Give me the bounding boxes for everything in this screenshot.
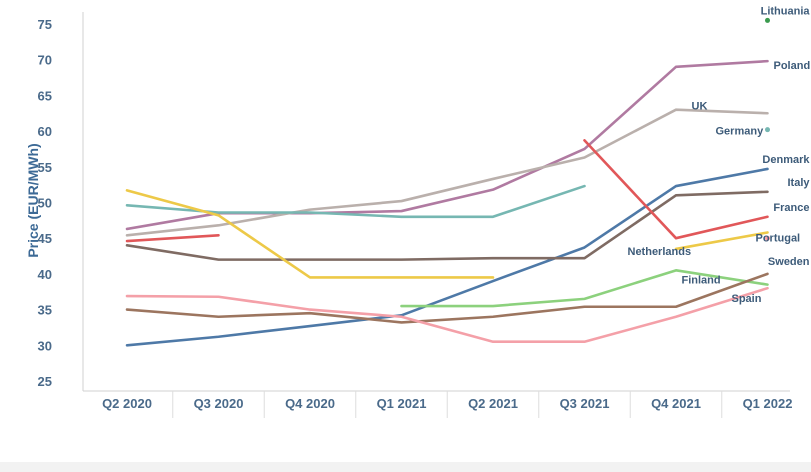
y-tick-label: 35: [38, 303, 52, 318]
footer-strip: [0, 462, 811, 472]
y-tick-label: 60: [38, 124, 52, 139]
x-tick-label: Q1 2022: [743, 396, 793, 411]
series-line-spain: [125, 286, 769, 344]
series-line-italy: [125, 190, 769, 261]
series-label-spain: Spain: [732, 293, 762, 305]
series-label-france: France: [773, 202, 809, 214]
series-label-portugal: Portugal: [756, 232, 801, 244]
x-tick-label: Q2 2020: [102, 396, 152, 411]
x-tick-label: Q1 2021: [377, 396, 427, 411]
x-axis: Q2 2020 Q3 2020 Q4 2020 Q1 2021 Q2 2021 Q3 20…: [83, 390, 793, 418]
series-labels: Lithuania Poland UK Germany Denmark Italy Fran…: [628, 5, 811, 305]
y-tick-label: 25: [38, 374, 52, 389]
series-line-poland: [125, 59, 769, 231]
y-tick-label: 65: [38, 88, 52, 103]
y-tick-label: 45: [38, 231, 52, 246]
series-line-france: [125, 234, 220, 243]
series-label-poland: Poland: [774, 60, 811, 72]
y-tick-label: 70: [38, 53, 52, 68]
series-label-uk: UK: [692, 100, 708, 112]
x-tick-label: Q3 2020: [194, 396, 244, 411]
series-label-finland: Finland: [682, 275, 721, 287]
series-label-italy: Italy: [787, 177, 810, 189]
series-line-finland: [400, 269, 769, 308]
price-line-chart: 25 30 35 40 45 50 55 60 65 70 75 Q2 2020 Q3 2020 Q4 …: [25, 5, 811, 418]
series-line-uk: [125, 108, 769, 237]
x-tick-label: Q4 2021: [651, 396, 701, 411]
series-point-germany: [765, 127, 770, 133]
y-tick-label: 75: [38, 17, 52, 32]
y-axis: 25 30 35 40 45 50 55 60 65 70 75: [38, 12, 84, 391]
y-tick-label: 30: [38, 338, 52, 353]
series-label-denmark: Denmark: [762, 154, 810, 166]
x-tick-label: Q4 2020: [285, 396, 335, 411]
y-tick-label: 50: [38, 196, 52, 211]
series-point-netherlands: [765, 235, 770, 241]
series-label-netherlands: Netherlands: [628, 246, 692, 258]
series-label-lithuania: Lithuania: [761, 5, 811, 17]
series-label-germany: Germany: [716, 126, 765, 138]
series-line-sweden: [125, 272, 769, 324]
series-lines: [125, 17, 770, 347]
series-line-denmark: [125, 167, 769, 347]
series-line-portugal: [125, 189, 495, 279]
y-tick-label: 55: [38, 160, 52, 175]
y-axis-title: Price (EUR/MWh): [25, 143, 41, 257]
series-line-portugal: [674, 231, 769, 251]
series-point-lithuania: [765, 17, 770, 23]
series-label-sweden: Sweden: [768, 256, 810, 268]
y-tick-label: 40: [38, 267, 52, 282]
series-line-france: [583, 139, 769, 240]
x-tick-label: Q3 2021: [560, 396, 610, 411]
x-tick-label: Q2 2021: [468, 396, 518, 411]
